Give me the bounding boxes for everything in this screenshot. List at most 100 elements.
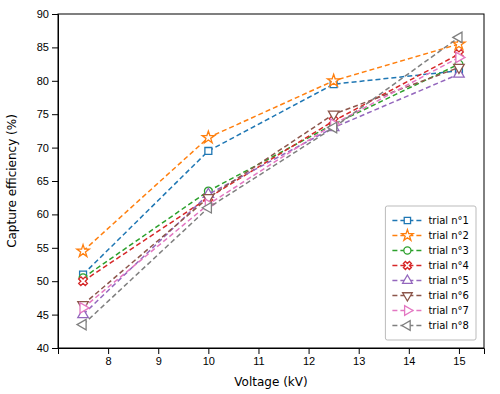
y-axis-tick: 60 — [37, 208, 58, 220]
y-axis-tick-label: 75 — [37, 108, 49, 120]
x-axis-tick: 12 — [303, 348, 315, 367]
legend-item: trial n°5 — [392, 275, 469, 286]
legend-item: trial n°2 — [392, 230, 469, 241]
x-axis: 8 9 10 11 12 13 14 15 — [59, 348, 485, 367]
x-axis-tick-label: 8 — [106, 355, 112, 367]
y-axis-tick-label: 40 — [37, 342, 49, 354]
y-axis-tick-mark — [52, 348, 58, 349]
chart: 8 9 10 11 12 13 14 15 40 45 50 55 60 65 70 75 80 85 90 Volt… — [0, 0, 500, 394]
legend-box — [385, 206, 476, 340]
series-marker — [77, 245, 89, 257]
x-axis-tick-mark — [309, 348, 310, 354]
y-axis-tick: 80 — [37, 75, 58, 87]
x-axis-tick-label: 15 — [453, 355, 465, 367]
y-axis-tick-label: 55 — [37, 242, 49, 254]
y-axis-tick-mark — [52, 214, 58, 215]
y-axis-tick: 65 — [37, 175, 58, 187]
legend-label: trial n°4 — [428, 260, 469, 271]
series-marker — [456, 52, 465, 63]
y-axis-tick-mark — [52, 47, 58, 48]
legend-marker — [403, 275, 413, 283]
x-axis-tick-mark — [258, 348, 259, 354]
legend-label: trial n°6 — [428, 290, 469, 301]
x-axis-line — [59, 349, 485, 355]
y-axis-tick: 40 — [37, 342, 58, 354]
plot-frame — [58, 14, 484, 348]
y-axis-tick: 50 — [37, 275, 58, 287]
legend-label: trial n°7 — [428, 305, 469, 316]
y-axis-tick-label: 80 — [37, 75, 49, 87]
y-axis-tick-label: 50 — [37, 275, 49, 287]
series-marker — [80, 303, 89, 314]
series-marker — [327, 74, 339, 86]
x-axis-tick-mark — [208, 348, 209, 354]
legend-marker — [401, 259, 413, 271]
y-axis-title: Capture efficiency (%) — [5, 114, 19, 248]
legend-item: trial n°1 — [392, 215, 469, 226]
x-axis-tick-label: 10 — [203, 355, 215, 367]
y-axis-tick-label: 45 — [37, 309, 49, 321]
y-axis-tick-label: 65 — [37, 175, 49, 187]
legend-marker — [404, 217, 410, 223]
y-axis-tick-label: 60 — [37, 208, 49, 220]
series-line — [83, 44, 459, 251]
y-axis-tick: 55 — [37, 242, 58, 254]
series-marker — [205, 147, 212, 154]
x-axis-tick-mark — [108, 348, 109, 354]
legend-item: trial n°7 — [392, 305, 469, 316]
x-axis-tick-label: 13 — [353, 355, 365, 367]
series-marker — [202, 202, 211, 213]
x-axis-tick-mark — [409, 348, 410, 354]
y-axis-tick: 75 — [37, 108, 58, 120]
legend-marker — [403, 293, 413, 301]
x-axis-tick-label: 11 — [253, 355, 264, 367]
y-axis-tick-mark — [52, 148, 58, 149]
series-marker — [77, 319, 86, 330]
x-axis-tick: 13 — [353, 348, 365, 367]
legend-marker — [405, 306, 413, 316]
y-axis-tick: 45 — [37, 309, 58, 321]
legend-label: trial n°5 — [428, 275, 469, 286]
legend: trial n°1 trial n°2 trial n°3 trial n°4 tria… — [385, 206, 476, 340]
series — [76, 48, 465, 288]
y-axis-tick-mark — [52, 181, 58, 182]
series-marker — [328, 122, 337, 133]
y-axis-tick-label: 90 — [37, 8, 49, 20]
series — [77, 38, 465, 257]
legend-label: trial n°8 — [428, 320, 469, 331]
x-axis-tick: 14 — [403, 348, 415, 367]
y-axis-tick: 85 — [37, 41, 58, 53]
legend-label: trial n°2 — [428, 230, 469, 241]
x-axis-tick-mark — [158, 348, 159, 354]
x-axis-tick-label: 14 — [403, 355, 415, 367]
series-marker — [202, 131, 214, 143]
y-axis: 40 45 50 55 60 65 70 75 80 85 90 — [37, 8, 59, 354]
series — [79, 60, 463, 282]
x-axis-tick: 10 — [203, 348, 215, 367]
series-marker — [453, 32, 462, 43]
x-axis-tick-label: 9 — [156, 355, 162, 367]
y-axis-tick-mark — [52, 281, 58, 282]
legend-marker — [402, 321, 410, 331]
x-axis-title: Voltage (kV) — [234, 375, 307, 389]
y-axis-tick-label: 85 — [37, 41, 49, 53]
legend-label: trial n°3 — [428, 245, 469, 256]
x-axis-tick: 11 — [253, 348, 264, 367]
x-axis-tick-mark — [459, 348, 460, 354]
y-axis-tick-mark — [52, 248, 58, 249]
x-axis-tick-mark — [359, 348, 360, 354]
legend-item: trial n°4 — [392, 259, 469, 271]
legend-label: trial n°1 — [428, 215, 469, 226]
y-axis-tick-mark — [52, 315, 58, 316]
y-axis-tick-mark — [52, 14, 58, 15]
y-axis-tick: 70 — [37, 142, 58, 154]
y-axis-tick-label: 70 — [37, 142, 49, 154]
x-axis-tick-label: 12 — [303, 355, 315, 367]
legend-item: trial n°6 — [392, 290, 469, 301]
y-axis-tick-mark — [52, 114, 58, 115]
legend-item: trial n°8 — [392, 320, 469, 331]
legend-item: trial n°3 — [392, 245, 469, 256]
y-axis-tick: 90 — [37, 8, 58, 20]
plot: 8 9 10 11 12 13 14 15 40 45 50 55 60 65 70 75 80 85 90 Volt… — [5, 8, 485, 389]
y-axis-tick-mark — [52, 81, 58, 82]
